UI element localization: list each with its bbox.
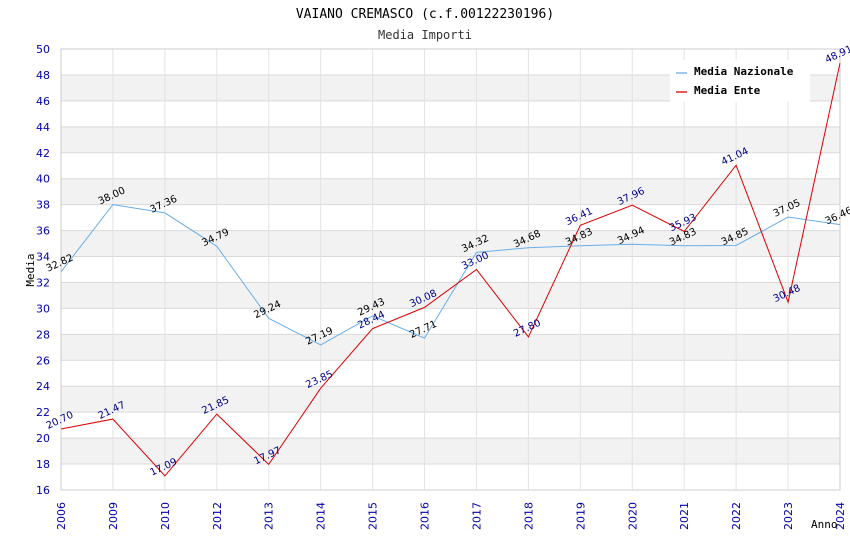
x-tick-label: 2009: [107, 502, 120, 530]
legend-label-ente: Media Ente: [694, 84, 761, 97]
grid-band: [61, 100, 840, 127]
x-tick-label: 2010: [159, 502, 172, 530]
y-axis-label: Media: [24, 253, 37, 286]
legend-box: [670, 60, 810, 102]
grid-band: [61, 178, 840, 205]
chart-subtitle: Media Importi: [378, 28, 472, 42]
x-tick-label: 2006: [55, 502, 68, 530]
plot-frame: [60, 48, 841, 491]
x-tick-label: 2012: [211, 502, 224, 530]
x-tick-label: 2024: [834, 502, 847, 530]
y-tick-label: 26: [36, 354, 50, 367]
y-tick-label: 32: [36, 276, 50, 289]
y-tick-label: 44: [36, 121, 50, 134]
grid-lines: [60, 48, 841, 491]
y-tick-label: 38: [36, 199, 50, 212]
series-line-media-ente: [60, 62, 841, 477]
grid-band: [61, 126, 840, 153]
y-tick-label: 24: [36, 380, 50, 393]
y-tick-label: 48: [36, 69, 50, 82]
x-tick-label: 2018: [522, 502, 535, 530]
grid-band: [61, 412, 840, 439]
x-tick-label: 2021: [678, 502, 691, 530]
legend: Media Nazionale Media Ente: [670, 60, 810, 102]
x-tick-label: 2017: [470, 502, 483, 530]
x-tick-label: 2015: [367, 502, 380, 530]
y-tick-label: 28: [36, 328, 50, 341]
grid-band: [61, 438, 840, 465]
grid-band: [61, 360, 840, 387]
x-tick-label: 2016: [419, 502, 432, 530]
x-axis-label: Anno: [811, 518, 838, 531]
series-line-media-nazionale: [60, 204, 841, 346]
y-axis-ticks: 16 18 20 22 24 26 28 30 32 34 36 38 40 42 44 46 48 50: [36, 43, 50, 497]
y-tick-label: 16: [36, 484, 50, 497]
grid-band: [61, 464, 840, 490]
x-tick-label: 2014: [315, 502, 328, 530]
y-tick-label: 40: [36, 173, 50, 186]
grid-bands: [61, 49, 840, 490]
x-tick-label: 2019: [574, 502, 587, 530]
grid-band: [61, 256, 840, 283]
y-tick-label: 42: [36, 147, 50, 160]
y-tick-label: 34: [36, 251, 50, 264]
x-tick-label: 2020: [626, 502, 639, 530]
grid-band: [61, 334, 840, 361]
y-tick-label: 30: [36, 302, 50, 315]
series-lines: [60, 62, 841, 477]
y-tick-label: 18: [36, 458, 50, 471]
grid-band: [61, 386, 840, 413]
x-tick-label: 2013: [263, 502, 276, 530]
x-tick-label: 2023: [782, 502, 795, 530]
grid-band: [61, 152, 840, 179]
legend-label-nazionale: Media Nazionale: [694, 65, 794, 78]
chart-title: VAIANO CREMASCO (c.f.00122230196): [296, 7, 554, 22]
y-tick-label: 50: [36, 43, 50, 56]
y-tick-label: 36: [36, 225, 50, 238]
y-tick-label: 20: [36, 432, 50, 445]
x-axis-ticks: 2006 2009 2010 2012 2013 2014 2015 2016 2017 2018…: [55, 502, 847, 530]
x-tick-label: 2022: [730, 502, 743, 530]
grid-band: [61, 204, 840, 231]
y-tick-label: 22: [36, 406, 50, 419]
y-tick-label: 46: [36, 95, 50, 108]
grid-band: [61, 230, 840, 257]
grid-band: [61, 308, 840, 335]
